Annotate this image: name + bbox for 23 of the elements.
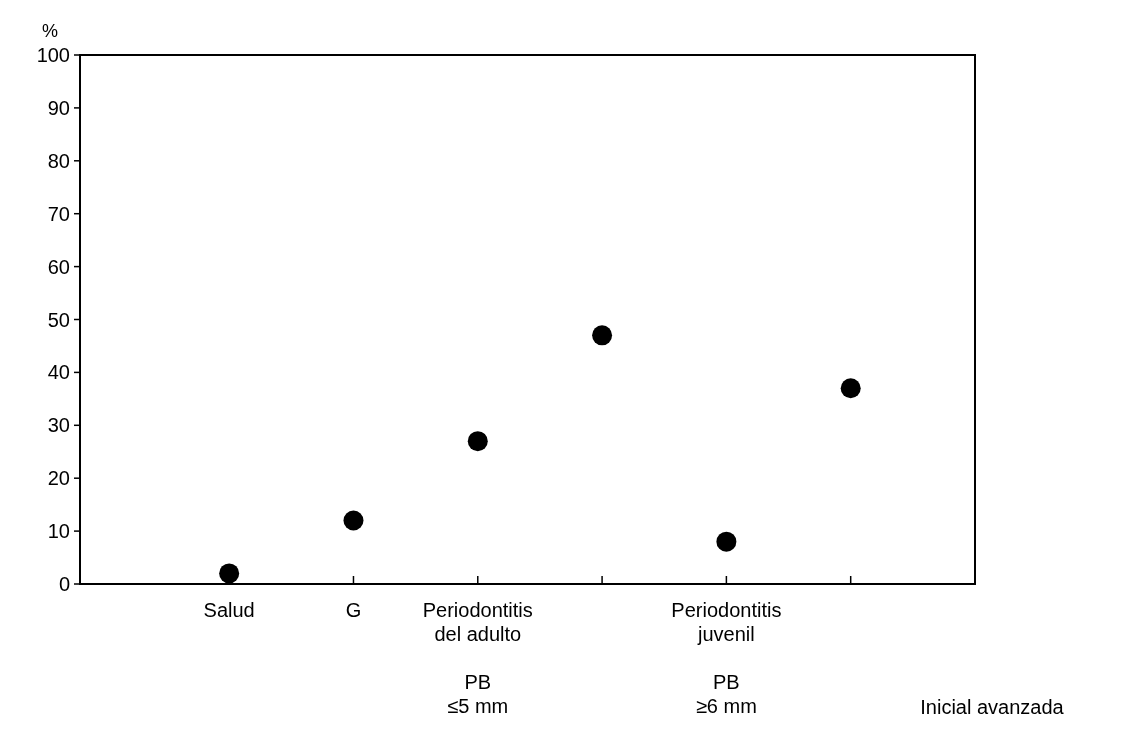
x-tick-label: G: [345, 599, 362, 621]
point: [467, 431, 488, 452]
y-tick-label: 50: [47, 308, 70, 331]
y-tick-label: 0: [58, 573, 70, 595]
point: [219, 563, 240, 584]
y-tick-label: 70: [47, 202, 70, 225]
text: Inicial avanzada: [920, 696, 1065, 718]
y-tick-label: 100: [36, 44, 70, 66]
y-tick-label: 20: [47, 467, 70, 490]
point: [343, 510, 364, 531]
point: [592, 325, 613, 346]
category-label: Periodontitis juvenil PB ≥6 mm: [671, 599, 782, 717]
y-tick-label: 40: [47, 361, 70, 384]
y-tick-label: 10: [47, 520, 70, 543]
y-tick-label: 80: [47, 149, 70, 172]
y-tick-label: 30: [47, 414, 70, 437]
y-tick-label: 90: [47, 96, 70, 119]
y-tick-label: 60: [47, 255, 70, 278]
point: [840, 378, 861, 399]
category-label: Periodontitis del adulto PB ≤5 mm: [422, 599, 533, 717]
x-tick-label: Salud: [203, 599, 255, 621]
y-axis-title: %: [41, 21, 59, 41]
point: [716, 531, 737, 552]
